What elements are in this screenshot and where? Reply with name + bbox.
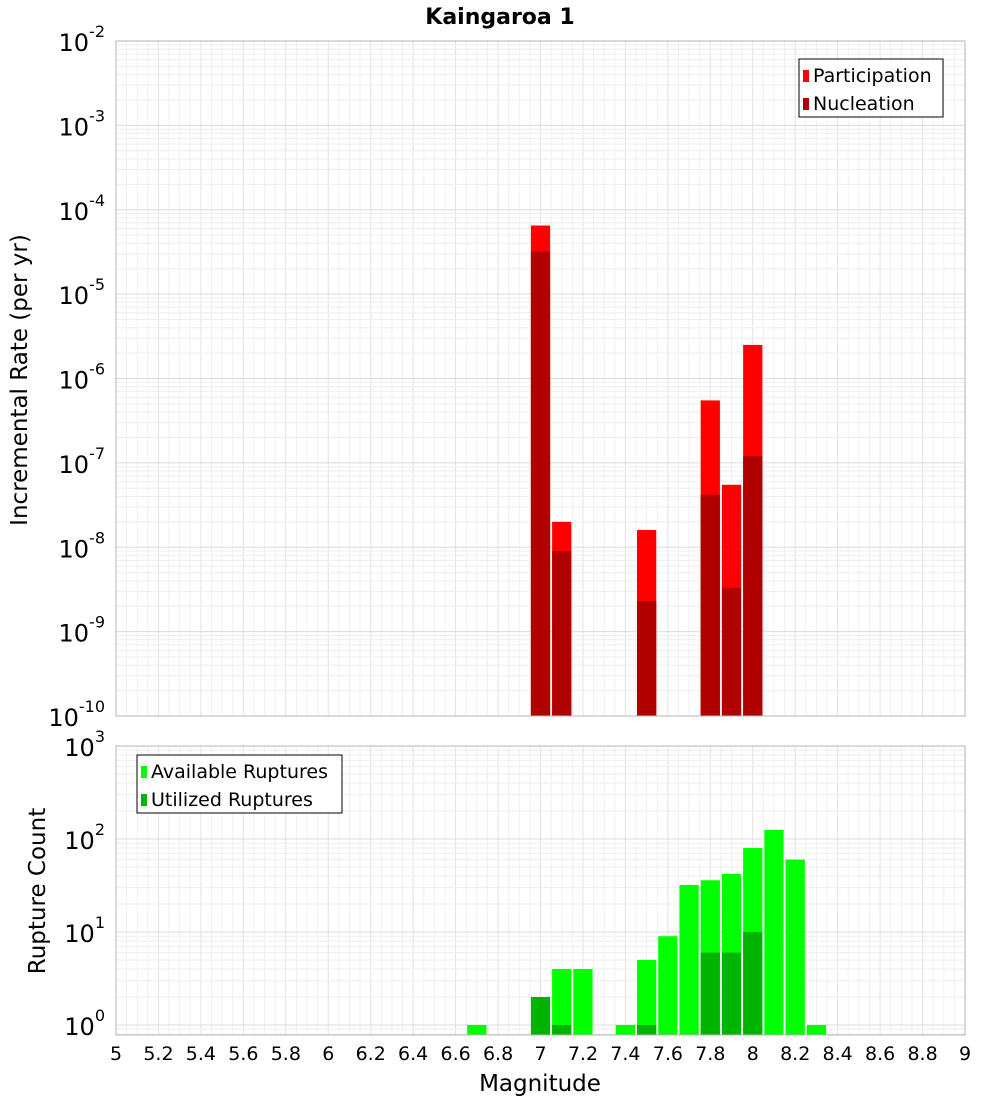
x-axis-label: Magnitude	[479, 1071, 601, 1097]
y-tick-label: 10-8	[59, 528, 106, 563]
legend-swatch	[141, 766, 147, 778]
legend-entry-label: Utilized Ruptures	[151, 789, 313, 811]
x-tick-label: 5.2	[143, 1043, 173, 1065]
x-tick-label: 8.8	[907, 1043, 937, 1065]
top-y-axis-label: Incremental Rate (per yr)	[7, 234, 33, 526]
x-tick-label: 5.4	[186, 1043, 216, 1065]
x-tick-label: 5.8	[271, 1043, 301, 1065]
bottom-bar-utilized-ruptures	[530, 996, 551, 1035]
y-tick-label: 10-2	[59, 22, 106, 57]
x-tick-label: 6	[322, 1043, 334, 1065]
bottom-y-axis-label: Rupture Count	[25, 808, 51, 974]
legend-entry-label: Available Ruptures	[151, 761, 328, 783]
bottom-bar-available-ruptures	[806, 1024, 827, 1035]
bottom-bar-available-ruptures	[552, 968, 572, 1035]
x-tick-label: 6.6	[440, 1043, 470, 1065]
bottom-bar-utilized-ruptures	[552, 1024, 572, 1035]
x-tick-label: 7	[534, 1043, 546, 1065]
top-bar-nucleation	[743, 456, 763, 716]
bottom-bar-available-ruptures	[467, 1024, 487, 1035]
x-tick-label: 7.4	[610, 1043, 640, 1065]
bottom-bar-available-ruptures	[615, 1024, 636, 1035]
top-bar-nucleation	[721, 587, 742, 716]
bottom-bar-available-ruptures	[573, 968, 593, 1035]
x-tick-label: 9	[959, 1043, 971, 1065]
bottom-bar-available-ruptures	[637, 959, 657, 1035]
bottom-bar-available-ruptures	[764, 829, 784, 1035]
y-tick-label: 10-6	[59, 360, 106, 395]
bottom-bar-available-ruptures	[658, 936, 678, 1035]
x-tick-label: 8.6	[865, 1043, 895, 1065]
bottom-legend: Available Ruptures Utilized Ruptures	[136, 754, 343, 814]
y-tick-label: 10-5	[59, 275, 106, 310]
legend-swatch	[141, 794, 147, 806]
y-tick-label: 102	[64, 820, 105, 855]
bottom-series-utilized-ruptures	[530, 931, 763, 1035]
x-tick-label: 6.8	[483, 1043, 513, 1065]
bottom-bar-available-ruptures	[785, 859, 805, 1035]
top-bar-nucleation	[530, 251, 551, 716]
top-y-tick-labels: 10-10 10-9 10-8 10-7 10-6 10-5 10-4 10-3 10-2	[48, 22, 105, 732]
bottom-bar-utilized-ruptures	[743, 931, 763, 1035]
bottom-y-tick-labels: 100 101 102 103	[64, 727, 105, 1041]
x-tick-label: 6.2	[356, 1043, 386, 1065]
y-tick-label: 100	[64, 1006, 105, 1041]
bottom-bar-available-ruptures	[679, 885, 699, 1035]
x-tick-label: 5.6	[228, 1043, 258, 1065]
y-tick-label: 101	[64, 913, 105, 948]
x-tick-label: 5	[110, 1043, 122, 1065]
legend-entry-label: Participation	[813, 65, 932, 87]
legend-swatch	[803, 98, 809, 110]
x-tick-label: 7.8	[695, 1043, 725, 1065]
x-tick-label: 7.6	[653, 1043, 683, 1065]
bottom-plot-border	[115, 745, 966, 1036]
top-bar-nucleation	[637, 601, 657, 716]
y-tick-label: 10-4	[59, 191, 106, 226]
x-tick-label: 8.4	[823, 1043, 853, 1065]
top-plot-area: 10-10 10-9 10-8 10-7 10-6 10-5 10-4 10-3 10-2 Par…	[48, 22, 966, 732]
y-tick-label: 10-10	[48, 697, 105, 732]
x-tick-label: 6.4	[398, 1043, 428, 1065]
x-tick-label: 8.2	[780, 1043, 810, 1065]
y-tick-label: 10-3	[59, 106, 106, 141]
top-bar-nucleation	[700, 494, 720, 716]
top-plot-border	[115, 40, 966, 717]
y-tick-label: 103	[64, 727, 105, 762]
top-legend-box	[798, 58, 944, 118]
y-tick-label: 10-9	[59, 613, 106, 648]
legend-entry-label: Nucleation	[813, 93, 915, 115]
bottom-bar-utilized-ruptures	[721, 952, 742, 1035]
bottom-legend-box	[136, 754, 343, 814]
y-tick-label: 10-7	[59, 444, 106, 479]
x-tick-label: 8	[747, 1043, 759, 1065]
top-bar-nucleation	[552, 551, 572, 716]
top-legend: Participation Nucleation	[798, 58, 944, 118]
top-series-nucleation	[530, 251, 763, 716]
x-tick-label: 7.2	[568, 1043, 598, 1065]
x-tick-labels: 5 5.2 5.4 5.6 5.8 6 6.2 6.4 6.6 6.8 7 7.2 7.4 7.6 7.8 8…	[110, 1043, 971, 1065]
chart-title: Kaingaroa 1	[425, 5, 574, 30]
legend-swatch	[803, 70, 809, 82]
bottom-bar-utilized-ruptures	[700, 952, 720, 1035]
bottom-bar-utilized-ruptures	[637, 1024, 657, 1035]
